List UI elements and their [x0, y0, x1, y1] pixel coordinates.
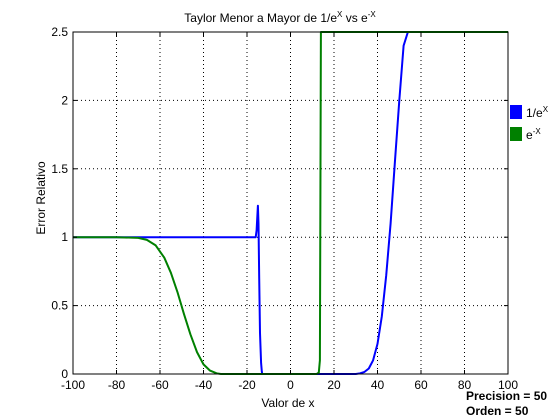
x-tick-label: 60 — [414, 378, 428, 392]
x-tick-label: -80 — [108, 378, 126, 392]
x-tick-label: 80 — [458, 378, 472, 392]
y-tick-label: 0.5 — [51, 299, 68, 313]
series-line-2 — [73, 31, 508, 375]
legend-label-series-2: e-X — [526, 126, 541, 142]
grid-lines — [73, 32, 508, 374]
x-tick-label: -100 — [61, 378, 85, 392]
legend-entry-series-1: 1/eX — [510, 103, 548, 121]
x-axis-label: Valor de x — [261, 396, 315, 410]
axes-background — [73, 32, 508, 374]
y-tick-label: 1.5 — [51, 162, 68, 176]
legend-swatch-series-1 — [510, 105, 522, 119]
y-tick-label: 2 — [61, 93, 68, 107]
x-tick-label: -60 — [151, 378, 169, 392]
x-tick-label: -40 — [195, 378, 213, 392]
x-tick-label: 20 — [327, 378, 341, 392]
y-tick-label: 0 — [61, 367, 68, 381]
chart-title: Taylor Menor a Mayor de 1/eX vs e-X — [184, 10, 376, 25]
y-axis-label: Error Relativo — [34, 161, 48, 235]
x-tick-label: -20 — [238, 378, 256, 392]
y-tick-label: 1 — [61, 230, 68, 244]
x-tick-label: 40 — [371, 378, 385, 392]
x-tick-label: 0 — [287, 378, 294, 392]
legend: 1/eX e-X — [510, 103, 548, 147]
y-tick-label: 2.5 — [51, 25, 68, 39]
legend-swatch-series-2 — [510, 127, 522, 141]
ticks: -100 -80 -60 -40 -20 0 20 40 60 80 100 0 0.5 1 1.5 2 2.5 — [51, 25, 518, 392]
order-note: Orden = 50 — [466, 404, 529, 418]
precision-note: Precision = 50 — [466, 389, 548, 403]
legend-entry-series-2: e-X — [510, 125, 548, 143]
legend-label-series-1: 1/eX — [526, 104, 549, 120]
x-tick-label: 100 — [498, 378, 518, 392]
